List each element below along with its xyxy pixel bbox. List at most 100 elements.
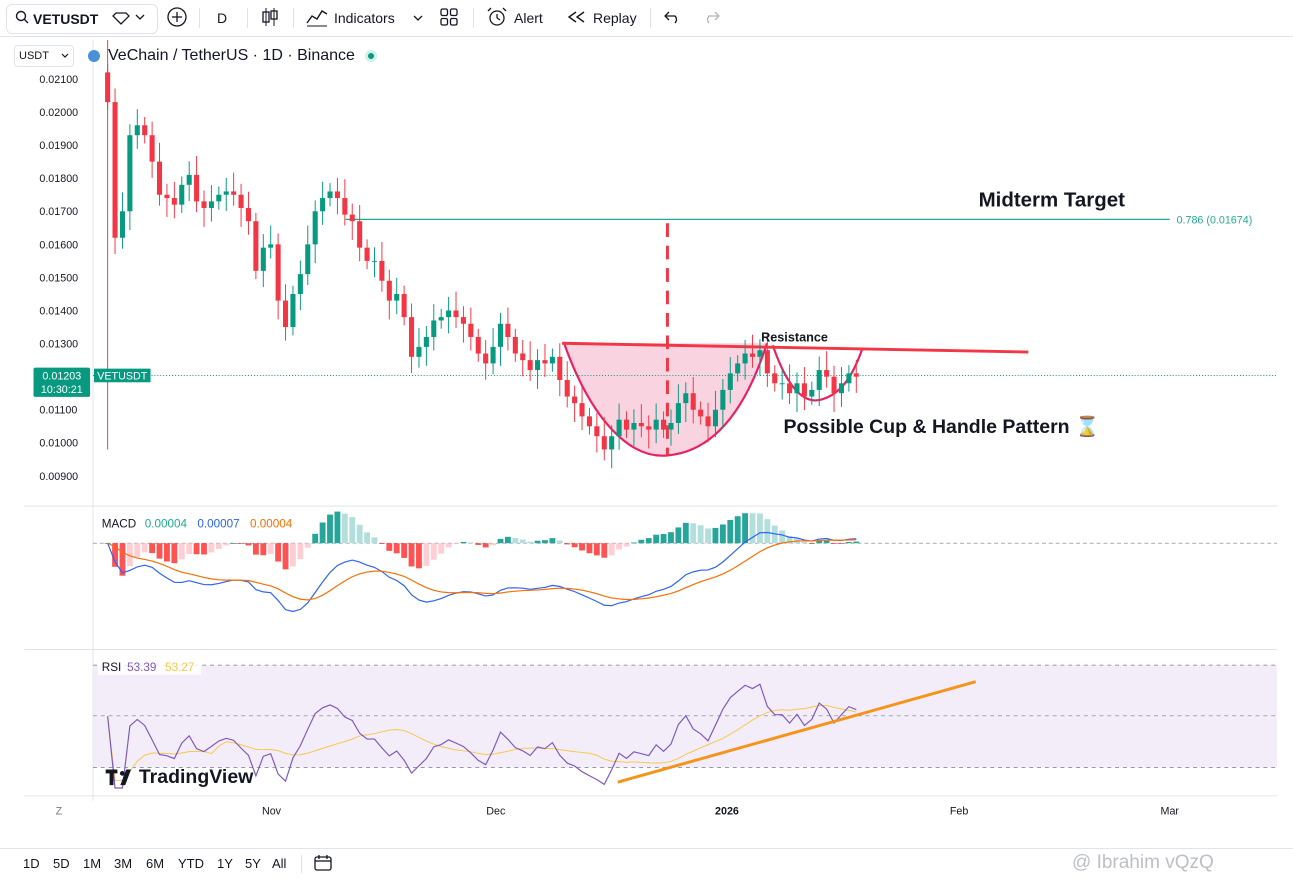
macd-bar — [290, 543, 296, 567]
candle-countdown: 10:30:21 — [41, 384, 83, 396]
candle-body — [409, 317, 415, 357]
candle-body — [616, 419, 622, 437]
candle-body — [698, 409, 704, 417]
timezone-z-icon[interactable]: Z — [56, 805, 63, 817]
compare-diamond-button[interactable] — [112, 0, 146, 36]
macd-bar — [416, 543, 422, 569]
macd-bar — [378, 543, 385, 544]
grid-icon — [440, 7, 458, 29]
macd-bar — [638, 539, 645, 544]
candle-body — [853, 373, 859, 377]
candle-body — [371, 260, 378, 262]
redo-button[interactable] — [702, 0, 720, 36]
divider — [199, 8, 200, 28]
undo-button[interactable] — [664, 0, 682, 36]
candlestick-series — [105, 39, 859, 469]
layouts-button[interactable] — [440, 0, 458, 36]
macd-bar — [831, 543, 837, 544]
candle-body — [253, 221, 259, 271]
rsi-ma-value: 53.27 — [165, 661, 194, 674]
macd-bar — [512, 538, 519, 544]
interval-button[interactable]: D — [217, 10, 228, 26]
range-all[interactable]: All — [272, 856, 287, 871]
range-1d[interactable]: 1D — [23, 856, 40, 871]
range-ytd[interactable]: YTD — [178, 856, 204, 871]
candle-body — [268, 244, 274, 248]
date-range-calendar-icon[interactable] — [313, 854, 333, 877]
macd-bar — [519, 539, 526, 544]
candle-body — [423, 336, 429, 347]
macd-bar — [238, 543, 244, 544]
chart-type-button[interactable] — [260, 0, 280, 36]
candle-body — [231, 191, 237, 195]
macd-bar — [845, 541, 852, 544]
bottom-toolbar: 1D 5D 1M 3M 6M YTD 1Y 5Y All @ Ibrahim v… — [0, 848, 1293, 878]
candle-body — [735, 363, 741, 374]
candle-body — [320, 198, 326, 212]
alert-label: Alert — [514, 10, 543, 26]
candle-body — [668, 422, 674, 430]
price-tick-label: 0.02100 — [39, 74, 78, 86]
range-5d[interactable]: 5D — [53, 856, 70, 871]
candle-body — [712, 409, 718, 427]
resistance-line[interactable] — [562, 341, 1029, 354]
indicators-label: Indicators — [334, 10, 395, 26]
macd-bar — [327, 514, 333, 544]
x-axis-label: Feb — [950, 805, 969, 817]
macd-bar — [304, 543, 311, 548]
replay-button[interactable]: Replay — [567, 0, 637, 36]
macd-bar — [749, 513, 756, 544]
macd-bar — [445, 543, 452, 548]
candle-body — [453, 310, 459, 318]
macd-bar — [542, 540, 548, 544]
macd-bar — [386, 543, 393, 551]
range-6m[interactable]: 6M — [146, 856, 165, 871]
candle-body — [334, 191, 340, 199]
cup-curve — [563, 342, 768, 457]
indicators-button[interactable]: Indicators — [306, 0, 395, 36]
currency-select[interactable]: USDT — [14, 45, 74, 67]
macd-bar — [808, 543, 815, 544]
chart-legend-header: VeChain / TetherUS · 1D · Binance — [88, 47, 377, 65]
range-3m[interactable]: 3M — [114, 856, 133, 871]
candle-body — [216, 194, 222, 202]
macd-bar — [475, 543, 482, 545]
alert-button[interactable]: Alert — [486, 0, 543, 36]
range-1y[interactable]: 1Y — [217, 856, 233, 871]
indicators-dropdown-button[interactable] — [412, 0, 424, 36]
candle-body — [535, 360, 541, 371]
rsi-trendline[interactable] — [617, 680, 977, 784]
macd-bar — [757, 513, 763, 544]
chart-canvas[interactable]: 0.02100 0.02000 0.01900 0.01800 0.01700 0.016… — [0, 38, 1293, 828]
search-icon — [15, 10, 29, 29]
candle-body — [394, 293, 400, 301]
x-axis-label: Nov — [262, 805, 282, 817]
macd-bar — [349, 517, 356, 544]
candle-body — [787, 383, 793, 394]
chart-title: VeChain / TetherUS · 1D · Binance — [108, 47, 355, 64]
candle-body — [431, 320, 437, 337]
macd-bar — [230, 543, 237, 544]
x-axis-label: Mar — [1161, 805, 1180, 817]
candle-body — [631, 422, 637, 430]
range-5y[interactable]: 5Y — [245, 856, 261, 871]
candle-body — [579, 403, 585, 417]
macd-bar — [126, 543, 133, 567]
top-toolbar: VETUSDT D Indicators — [0, 0, 1293, 37]
add-symbol-button[interactable] — [166, 0, 188, 36]
macd-bar — [601, 543, 608, 558]
diamond-icon — [112, 9, 146, 28]
divider — [293, 8, 294, 28]
candle-body — [831, 376, 837, 394]
candle-body — [164, 194, 170, 199]
price-axis-ticks: 0.02100 0.02000 0.01900 0.01800 0.01700 0.016… — [39, 74, 78, 483]
cup-pattern-area — [564, 343, 767, 456]
divider — [301, 855, 302, 873]
candle-body — [742, 353, 748, 364]
candle-body — [342, 198, 348, 215]
range-1m[interactable]: 1M — [83, 856, 102, 871]
macd-bar — [467, 542, 474, 544]
macd-bar — [453, 543, 459, 544]
macd-bar — [297, 543, 304, 560]
macd-bar — [801, 542, 808, 544]
